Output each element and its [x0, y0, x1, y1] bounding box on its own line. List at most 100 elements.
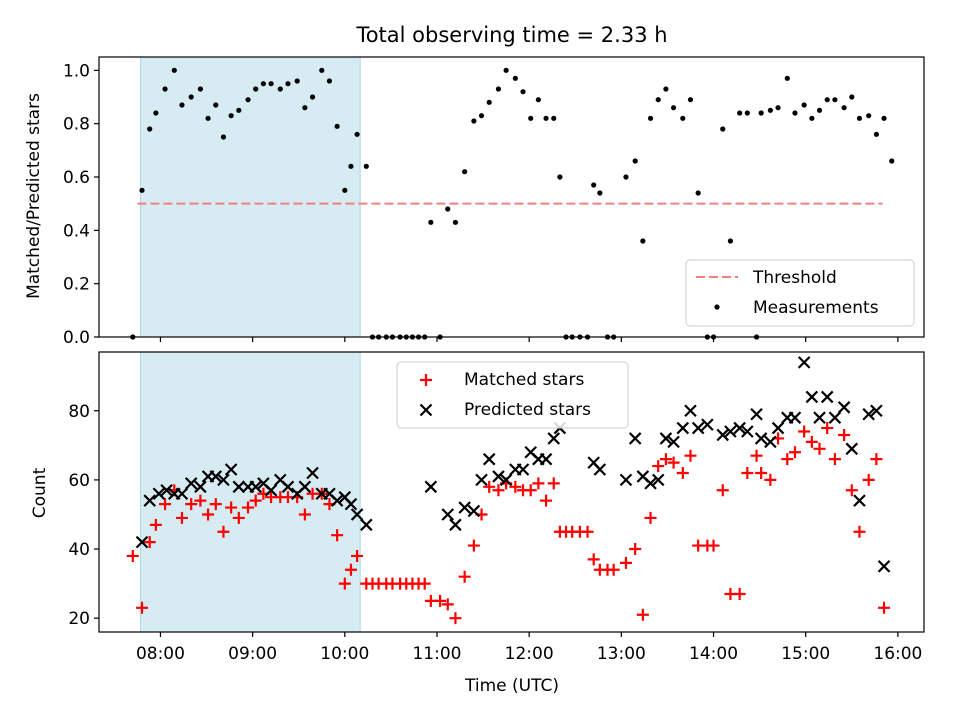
- data-point: [733, 421, 746, 435]
- measurements-series: [130, 67, 895, 340]
- legend-predicted-label: Predicted stars: [464, 400, 591, 420]
- data-point: [135, 535, 149, 549]
- data-point: [640, 238, 646, 244]
- data-point: [528, 115, 534, 121]
- data-point: [644, 477, 657, 490]
- data-point: [159, 498, 172, 511]
- y-tick-label: 0.4: [63, 221, 90, 241]
- data-point: [294, 78, 300, 84]
- data-point: [659, 432, 673, 445]
- data-point: [877, 560, 891, 573]
- y-tick-label: 0.2: [63, 275, 90, 295]
- data-point: [784, 75, 790, 81]
- data-point: [805, 435, 818, 448]
- data-point: [862, 473, 875, 486]
- y-tick-label: 80: [68, 402, 90, 422]
- data-point: [232, 480, 246, 494]
- data-point: [449, 612, 462, 625]
- data-point: [143, 536, 156, 549]
- data-point: [720, 126, 726, 132]
- data-point: [798, 425, 811, 438]
- data-point: [209, 470, 223, 483]
- data-point: [873, 131, 879, 137]
- data-point: [232, 511, 245, 524]
- data-point: [813, 442, 826, 455]
- data-point: [593, 463, 607, 476]
- data-point: [644, 511, 657, 524]
- data-point: [175, 487, 189, 501]
- data-point: [509, 480, 522, 493]
- data-point: [832, 97, 838, 103]
- data-point: [845, 442, 859, 456]
- data-point: [684, 404, 697, 418]
- data-point: [217, 525, 230, 538]
- data-point: [821, 422, 834, 435]
- data-point: [695, 190, 701, 196]
- data-point: [849, 94, 855, 100]
- chart-title: Total observing time = 2.33 h: [355, 23, 667, 47]
- y-axis-label-top: Matched/Predicted stars: [24, 93, 44, 299]
- data-point: [202, 508, 215, 521]
- data-point: [462, 169, 468, 175]
- y-tick-label: 0.6: [63, 168, 90, 188]
- data-point: [350, 508, 364, 521]
- data-point: [338, 577, 351, 590]
- data-point: [841, 105, 847, 111]
- data-point: [744, 110, 750, 116]
- data-point: [245, 97, 251, 103]
- data-point: [185, 498, 198, 511]
- x-tick-label: 10:00: [320, 644, 369, 664]
- data-point: [179, 102, 185, 108]
- data-point: [153, 110, 159, 116]
- data-point: [277, 86, 283, 92]
- data-point: [828, 453, 841, 466]
- data-point: [659, 453, 672, 466]
- data-point: [716, 484, 729, 497]
- data-point: [651, 473, 665, 487]
- data-point: [741, 466, 754, 479]
- data-point: [471, 118, 477, 124]
- data-point: [727, 238, 734, 244]
- data-point: [495, 86, 502, 92]
- predicted-stars-series: [135, 356, 891, 573]
- data-point: [449, 518, 462, 532]
- data-point: [792, 110, 798, 116]
- data-point: [445, 206, 451, 212]
- data-point: [724, 425, 737, 438]
- legend-top: Threshold Measurements: [685, 259, 915, 327]
- data-point: [458, 570, 471, 583]
- legend-measurements-swatch: [714, 304, 720, 310]
- data-point: [629, 543, 642, 556]
- data-point: [758, 110, 764, 116]
- y-tick-label: 1.0: [63, 61, 90, 81]
- data-point: [334, 123, 340, 129]
- data-point: [623, 174, 629, 180]
- data-point: [281, 480, 295, 494]
- data-point: [547, 477, 560, 490]
- data-point: [319, 67, 325, 73]
- data-point: [870, 404, 883, 418]
- plot-frame: [98, 56, 925, 338]
- data-point: [354, 131, 360, 137]
- data-point: [268, 81, 274, 87]
- data-point: [684, 449, 697, 462]
- data-point: [655, 97, 661, 103]
- data-point: [516, 463, 530, 476]
- data-point: [764, 473, 777, 486]
- data-point: [225, 501, 238, 514]
- data-point: [298, 508, 311, 521]
- data-point: [253, 86, 259, 92]
- x-tick-label: 13:00: [597, 644, 646, 664]
- data-point: [249, 494, 262, 507]
- data-point: [171, 67, 177, 73]
- data-point: [467, 539, 480, 552]
- x-axis-label: Time (UTC): [464, 676, 559, 696]
- x-tick-label: 14:00: [689, 644, 738, 664]
- data-point: [701, 418, 714, 431]
- data-point: [801, 102, 807, 108]
- data-point: [160, 483, 173, 497]
- data-point: [607, 563, 620, 576]
- data-point: [348, 163, 354, 169]
- data-point: [619, 473, 633, 487]
- data-point: [755, 466, 768, 479]
